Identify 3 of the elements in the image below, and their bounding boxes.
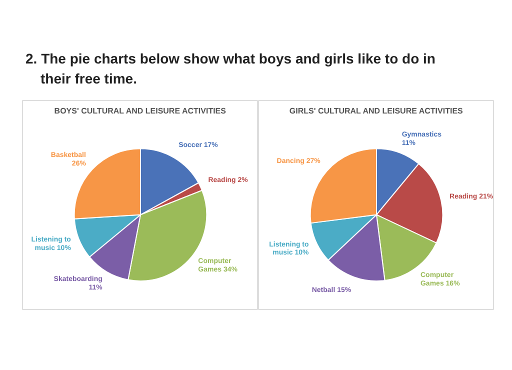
chart-title: BOYS' CULTURAL AND LEISURE ACTIVITIES xyxy=(54,106,227,116)
chart-title: GIRLS' CULTURAL AND LEISURE ACTIVITIES xyxy=(289,106,464,116)
text: 2. The pie charts below show what boys and girls like to do in their free time. xyxy=(26,50,436,86)
